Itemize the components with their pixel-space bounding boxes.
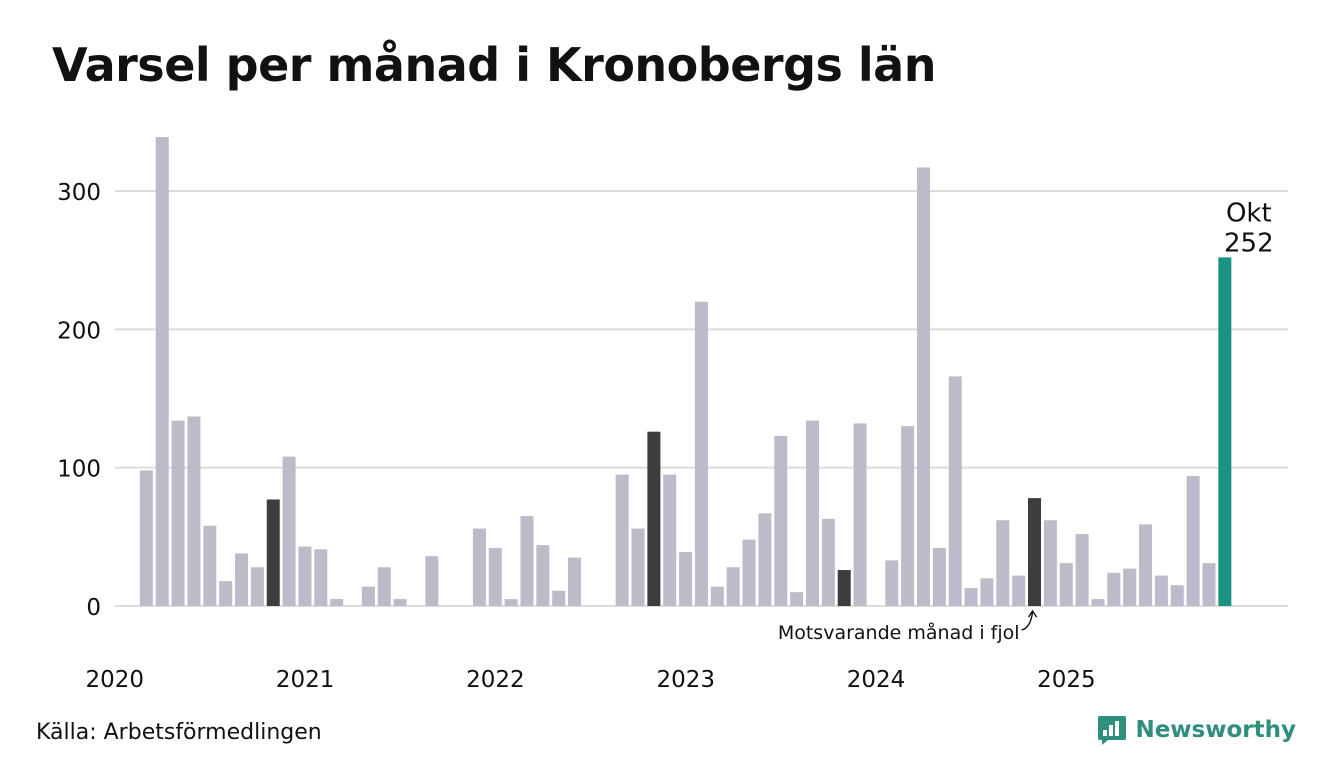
y-axis-tick-labels: 0 100 200 300 [57, 180, 101, 621]
bar [821, 518, 835, 606]
annotation-arrow [1021, 609, 1038, 631]
bar [996, 520, 1010, 606]
bar [1202, 563, 1216, 606]
y-tick-label: 100 [57, 457, 101, 483]
bar [742, 539, 756, 606]
bar [472, 528, 486, 606]
bar [790, 592, 804, 606]
bar [282, 456, 296, 606]
bar [1043, 520, 1057, 606]
bar [1059, 563, 1073, 606]
source-label: Källa: Arbetsförmedlingen [36, 720, 322, 745]
bar [393, 599, 407, 606]
bar [504, 599, 518, 606]
annotations: Okt 252 Motsvarande månad i fjol [778, 198, 1274, 644]
bar [1107, 572, 1121, 606]
bar [203, 525, 217, 606]
bar [647, 431, 661, 606]
bar [964, 588, 978, 606]
bar [932, 547, 946, 606]
bar [155, 137, 169, 607]
bar [901, 426, 915, 606]
brand-name: Newsworthy [1135, 717, 1296, 743]
brand-logo: Newsworthy [1097, 714, 1296, 746]
bar [774, 435, 788, 606]
bar [171, 420, 185, 606]
y-tick-label: 0 [86, 595, 101, 621]
bar [552, 590, 566, 606]
newsworthy-logo-icon [1098, 716, 1127, 745]
bar [488, 547, 502, 606]
bar [631, 528, 645, 606]
x-tick-label: 2023 [656, 667, 715, 693]
bar [235, 553, 249, 606]
bar [837, 570, 851, 606]
bar [377, 567, 391, 606]
chart-title: Varsel per månad i Kronobergs län [52, 38, 936, 92]
y-tick-label: 300 [57, 180, 101, 206]
bar [1218, 257, 1232, 606]
bar [250, 567, 264, 606]
bar [361, 586, 375, 606]
bar [425, 556, 439, 606]
x-tick-label: 2024 [847, 667, 906, 693]
bar [980, 578, 994, 606]
bar [314, 549, 328, 606]
bar [139, 470, 153, 606]
bar [1139, 524, 1153, 606]
bar [615, 474, 629, 606]
bar [948, 376, 962, 606]
x-tick-label: 2025 [1037, 667, 1096, 693]
bar [1154, 575, 1168, 606]
highlight-month-label: Okt [1226, 198, 1272, 228]
bar [536, 545, 550, 606]
bar [1075, 534, 1089, 606]
bar [885, 560, 899, 606]
bar [694, 301, 708, 606]
bar [1091, 599, 1105, 606]
bar [330, 599, 344, 606]
bar [1170, 585, 1184, 606]
bar [679, 552, 693, 606]
bars [139, 137, 1232, 607]
bar [805, 420, 819, 606]
bar [187, 416, 201, 606]
bar [853, 423, 867, 606]
bar [1028, 498, 1042, 606]
bar [520, 516, 534, 606]
annotation-text: Motsvarande månad i fjol [778, 621, 1020, 644]
x-tick-label: 2022 [466, 667, 525, 693]
bar [726, 567, 740, 606]
bar [663, 474, 677, 606]
highlight-value-label: 252 [1224, 228, 1274, 258]
x-tick-label: 2021 [276, 667, 335, 693]
bar [298, 546, 312, 606]
bar [1012, 575, 1026, 606]
y-tick-label: 200 [57, 318, 101, 344]
bar [758, 513, 772, 606]
x-axis-tick-labels: 2020 2021 2022 2023 2024 2025 [86, 667, 1096, 693]
x-tick-label: 2020 [86, 667, 145, 693]
bar [568, 557, 582, 606]
bar [917, 167, 930, 606]
bar [219, 581, 233, 606]
bar [1186, 475, 1200, 606]
bar [266, 499, 280, 606]
bar [1123, 568, 1137, 606]
bar [710, 586, 724, 606]
